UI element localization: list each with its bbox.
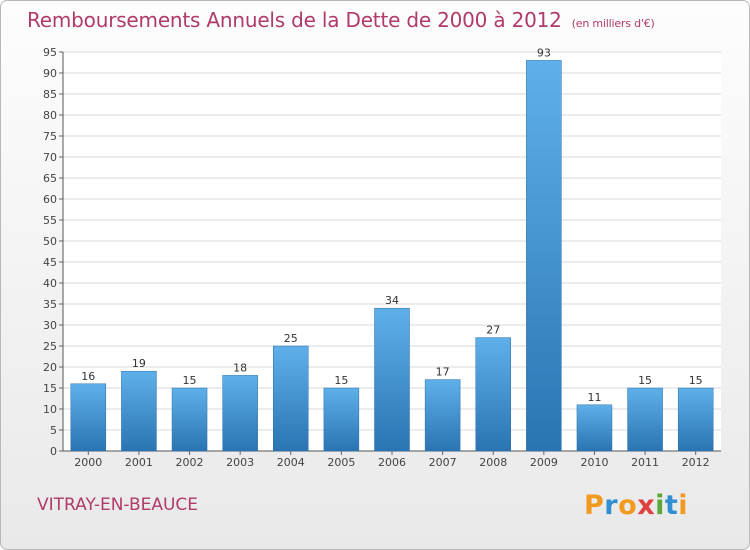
bar-value-label: 19 — [132, 357, 146, 370]
bar-value-label: 17 — [436, 366, 450, 379]
x-tick-label: 2002 — [176, 456, 204, 469]
x-tick-label: 2008 — [479, 456, 507, 469]
x-tick-label: 2009 — [530, 456, 558, 469]
title-unit: (en milliers d'€) — [571, 17, 655, 30]
commune-name: VITRAY-EN-BEAUCE — [37, 495, 199, 515]
y-tick-label: 30 — [43, 319, 57, 332]
bar — [70, 383, 107, 452]
y-tick-label: 10 — [43, 403, 57, 416]
y-tick-label: 45 — [43, 256, 57, 269]
y-tick-label: 65 — [43, 172, 57, 185]
logo-letter: x — [637, 490, 656, 521]
y-tick-label: 80 — [43, 109, 57, 122]
x-tick-label: 2007 — [429, 456, 457, 469]
x-tick-label: 2005 — [327, 456, 355, 469]
y-tick-label: 90 — [43, 67, 57, 80]
bar — [273, 345, 309, 452]
bar-value-label: 15 — [638, 374, 652, 387]
x-tick-label: 2006 — [378, 456, 406, 469]
y-tick-label: 35 — [43, 298, 57, 311]
y-tick-label: 50 — [43, 235, 57, 248]
logo-letter: P — [584, 490, 605, 521]
bar — [677, 387, 714, 452]
bar — [526, 60, 562, 452]
y-tick-label: 40 — [43, 277, 57, 290]
bar-value-label: 15 — [334, 374, 348, 387]
x-tick-label: 2004 — [277, 456, 305, 469]
bar-value-label: 18 — [233, 361, 247, 374]
y-tick-label: 0 — [50, 445, 57, 458]
bar-value-label: 16 — [81, 370, 95, 383]
bar-value-label: 15 — [183, 374, 197, 387]
y-tick-label: 15 — [43, 382, 57, 395]
y-tick-label: 5 — [50, 424, 57, 437]
bar — [475, 337, 511, 452]
y-tick-label: 95 — [43, 46, 57, 59]
logo-letter: t — [664, 490, 679, 521]
x-tick-label: 2012 — [682, 456, 710, 469]
x-tick-label: 2001 — [125, 456, 153, 469]
y-tick-label: 20 — [43, 361, 57, 374]
bar-value-label: 25 — [284, 332, 298, 345]
bar-value-label: 11 — [587, 391, 601, 404]
title-text: Remboursements Annuels de la Dette de 20… — [27, 8, 562, 32]
logo-letter: o — [618, 490, 638, 521]
bar — [121, 370, 157, 452]
logo-letter: i — [678, 490, 689, 521]
x-tick-label: 2010 — [580, 456, 608, 469]
bar — [222, 375, 258, 452]
y-tick-label: 55 — [43, 214, 57, 227]
bar — [424, 379, 461, 452]
bar — [374, 307, 410, 452]
x-tick-label: 2011 — [631, 456, 659, 469]
bar — [627, 387, 663, 452]
bar-value-label: 27 — [486, 324, 500, 337]
y-tick-label: 75 — [43, 130, 57, 143]
bar-value-label: 15 — [689, 374, 703, 387]
bar — [323, 387, 360, 452]
x-tick-label: 2003 — [226, 456, 254, 469]
x-tick-label: 2000 — [74, 456, 102, 469]
y-tick-label: 70 — [43, 151, 57, 164]
y-tick-label: 85 — [43, 88, 57, 101]
y-tick-label: 25 — [43, 340, 57, 353]
bar — [171, 387, 208, 452]
chart-title: Remboursements Annuels de la Dette de 20… — [27, 8, 655, 32]
logo-letter: i — [655, 490, 665, 521]
bar — [576, 404, 613, 452]
proxiti-logo: Proxiti — [584, 490, 688, 521]
y-tick-label: 60 — [43, 193, 57, 206]
bar-value-label: 93 — [537, 46, 551, 59]
bar-value-label: 34 — [385, 294, 399, 307]
logo-letter: r — [604, 490, 619, 521]
